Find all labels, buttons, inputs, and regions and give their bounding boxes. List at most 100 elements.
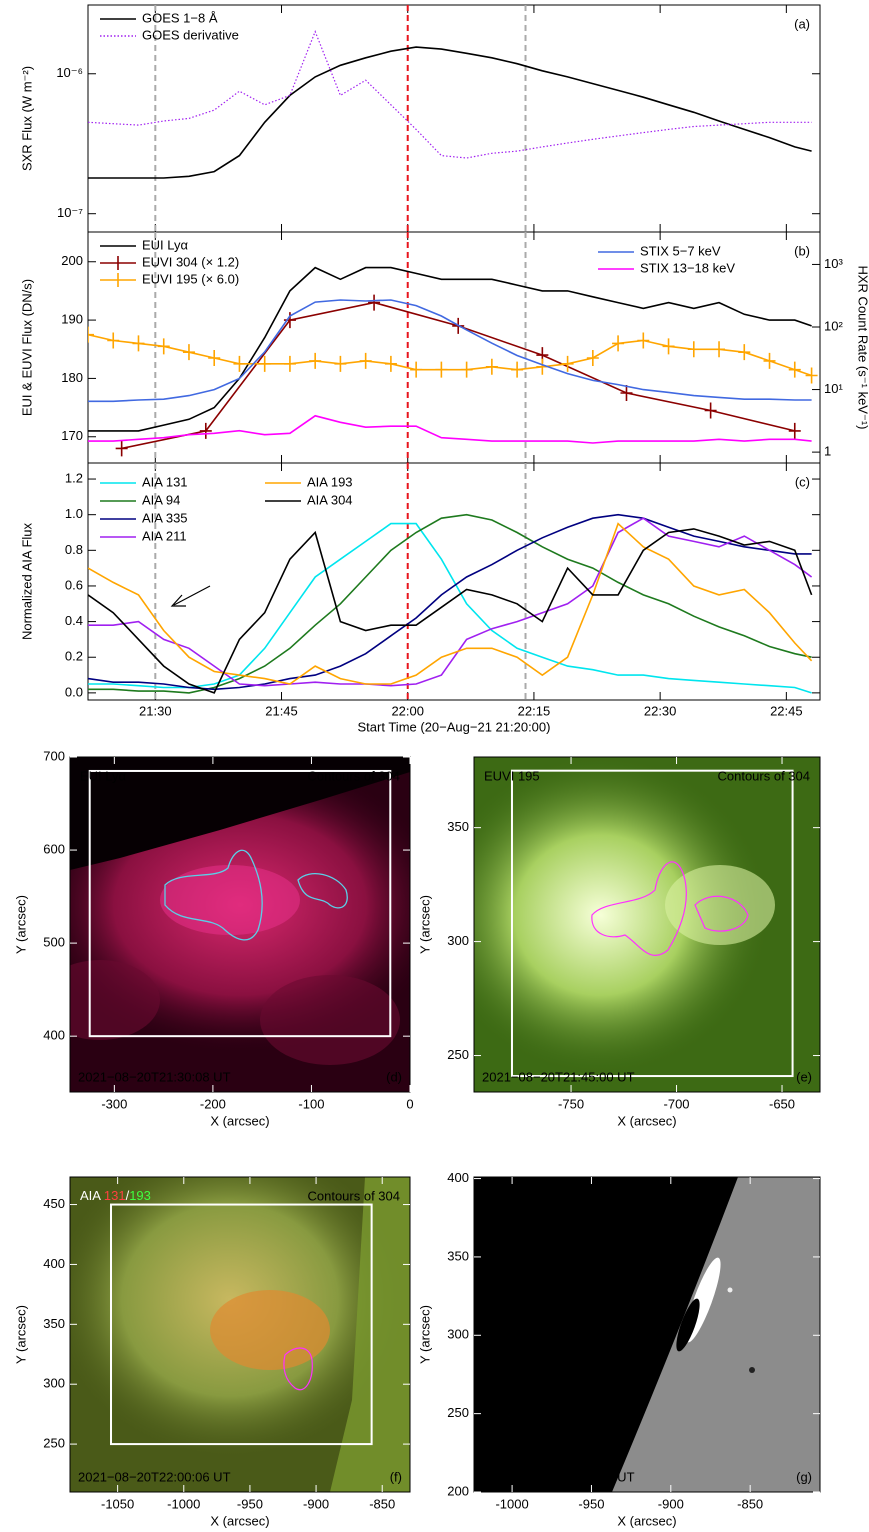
legend-label: GOES 1−8 Å xyxy=(142,10,218,25)
series-line xyxy=(88,335,812,376)
series-group xyxy=(82,268,818,457)
series-marker xyxy=(789,423,801,439)
series-marker xyxy=(334,356,346,372)
image-title: HMI Magnetogram xyxy=(484,1188,592,1203)
x-tick-label: -100 xyxy=(298,1096,324,1111)
y-axis-label: Y (arcsec) xyxy=(13,895,28,954)
series-line xyxy=(88,416,812,443)
y-tick-label: 350 xyxy=(447,819,469,834)
y-tick-label: 170 xyxy=(61,428,83,443)
image-title: EUI Lyα xyxy=(80,768,127,783)
image-annotation: Contours of 304 xyxy=(307,1188,400,1203)
y-tick-label: 250 xyxy=(43,1436,65,1451)
series-marker xyxy=(789,362,801,378)
y-tick-label: 300 xyxy=(447,1327,469,1342)
series-marker xyxy=(435,362,447,378)
y-axis-label: Y (arcsec) xyxy=(13,1305,28,1364)
title-part: 193 xyxy=(129,1188,151,1203)
arrow-annotation xyxy=(172,586,210,606)
y-tick-label: 400 xyxy=(43,1256,65,1271)
x-tick-label: -200 xyxy=(200,1096,226,1111)
series-marker xyxy=(587,350,599,366)
image-annotation: Contours of 304 xyxy=(307,768,400,783)
figure: 10⁻⁷10⁻⁶GOES 1−8 ÅGOES derivative(a)SXR … xyxy=(0,0,869,1532)
series-line xyxy=(88,300,812,401)
y-axis-label: Y (arcsec) xyxy=(417,1305,432,1364)
image-annotation: Contours of 304 xyxy=(717,768,810,783)
legend-label: STIX 13−18 keV xyxy=(640,260,735,275)
timestamp: 2021−08−20T21:45:00 UT xyxy=(482,1069,635,1084)
series-marker xyxy=(688,341,700,357)
y-axis-label: EUI & EUVI Flux (DN/s) xyxy=(19,279,34,416)
y-axis-label: Normalized AIA Flux xyxy=(19,522,34,640)
series-line xyxy=(88,47,812,178)
y-tick-label: 250 xyxy=(447,1047,469,1062)
legend-label: EUVI 195 (× 6.0) xyxy=(142,271,239,286)
image-hmi xyxy=(474,1177,820,1492)
image-title: AIA 131/193 xyxy=(80,1188,151,1203)
panel-label: (a) xyxy=(794,16,810,31)
x-tick-label: 22:00 xyxy=(391,703,424,718)
series-line xyxy=(88,529,812,693)
y-tick-label: 0.2 xyxy=(65,649,83,664)
y2-tick-label: 10² xyxy=(824,318,843,333)
panel-label: (c) xyxy=(795,474,810,489)
y-tick-label: 180 xyxy=(61,370,83,385)
y-tick-label: 350 xyxy=(447,1248,469,1263)
image-euvi xyxy=(430,755,820,1092)
x-tick-label: 22:15 xyxy=(518,703,551,718)
series-marker xyxy=(233,356,245,372)
series-marker xyxy=(738,344,750,360)
panel-label: (f) xyxy=(390,1469,402,1484)
series-marker xyxy=(764,353,776,369)
timestamp: 2021−08−20T22:00:06 UT xyxy=(78,1469,231,1484)
series-marker xyxy=(385,356,397,372)
y-tick-label: 700 xyxy=(43,748,65,763)
legend-label: AIA 304 xyxy=(307,492,353,507)
title-part: 131 xyxy=(104,1188,126,1203)
y-tick-label: 1.2 xyxy=(65,470,83,485)
y-axis-label: Y (arcsec) xyxy=(417,895,432,954)
series-line xyxy=(88,524,812,693)
x-axis-label: X (arcsec) xyxy=(210,1513,269,1528)
series-marker xyxy=(284,356,296,372)
series-marker xyxy=(183,344,195,360)
x-tick-label: 22:45 xyxy=(770,703,803,718)
legend-label: AIA 94 xyxy=(142,492,180,507)
series-marker xyxy=(360,353,372,369)
series-marker xyxy=(116,440,128,456)
x-axis-label: X (arcsec) xyxy=(210,1113,269,1128)
image-eui xyxy=(30,755,450,1092)
legend-label: AIA 335 xyxy=(142,510,188,525)
series-marker xyxy=(309,353,321,369)
y-tick-label: 600 xyxy=(43,841,65,856)
y-tick-label: 0.8 xyxy=(65,542,83,557)
y2-axis-label: HXR Count Rate (s⁻¹ keV⁻¹) xyxy=(856,266,869,430)
series-marker xyxy=(368,295,380,311)
series-marker xyxy=(663,338,675,354)
x-axis-label: X (arcsec) xyxy=(617,1513,676,1528)
x-axis-label: Start Time (20−Aug−21 21:20:00) xyxy=(358,719,551,734)
y-tick-label: 10⁻⁷ xyxy=(57,205,83,220)
series-marker xyxy=(461,362,473,378)
x-tick-label: -1000 xyxy=(495,1496,528,1511)
y2-tick-label: 1 xyxy=(824,444,831,459)
x-tick-label: -750 xyxy=(558,1096,584,1111)
y-tick-label: 1.0 xyxy=(65,506,83,521)
y-tick-label: 400 xyxy=(447,1170,469,1185)
series-marker xyxy=(637,333,649,349)
y2-tick-label: 10¹ xyxy=(824,381,843,396)
x-tick-label: 22:30 xyxy=(644,703,677,718)
x-tick-label: -900 xyxy=(303,1496,329,1511)
y-tick-label: 350 xyxy=(43,1316,65,1331)
panel-label: (e) xyxy=(796,1069,812,1084)
y-tick-label: 0.0 xyxy=(65,684,83,699)
x-tick-label: -850 xyxy=(369,1496,395,1511)
y-tick-label: 400 xyxy=(43,1028,65,1043)
x-axis-label: X (arcsec) xyxy=(617,1113,676,1128)
series-marker xyxy=(562,356,574,372)
y-tick-label: 500 xyxy=(43,935,65,950)
y-tick-label: 300 xyxy=(43,1376,65,1391)
legend-label: EUVI 304 (× 1.2) xyxy=(142,254,239,269)
series-marker xyxy=(612,335,624,351)
